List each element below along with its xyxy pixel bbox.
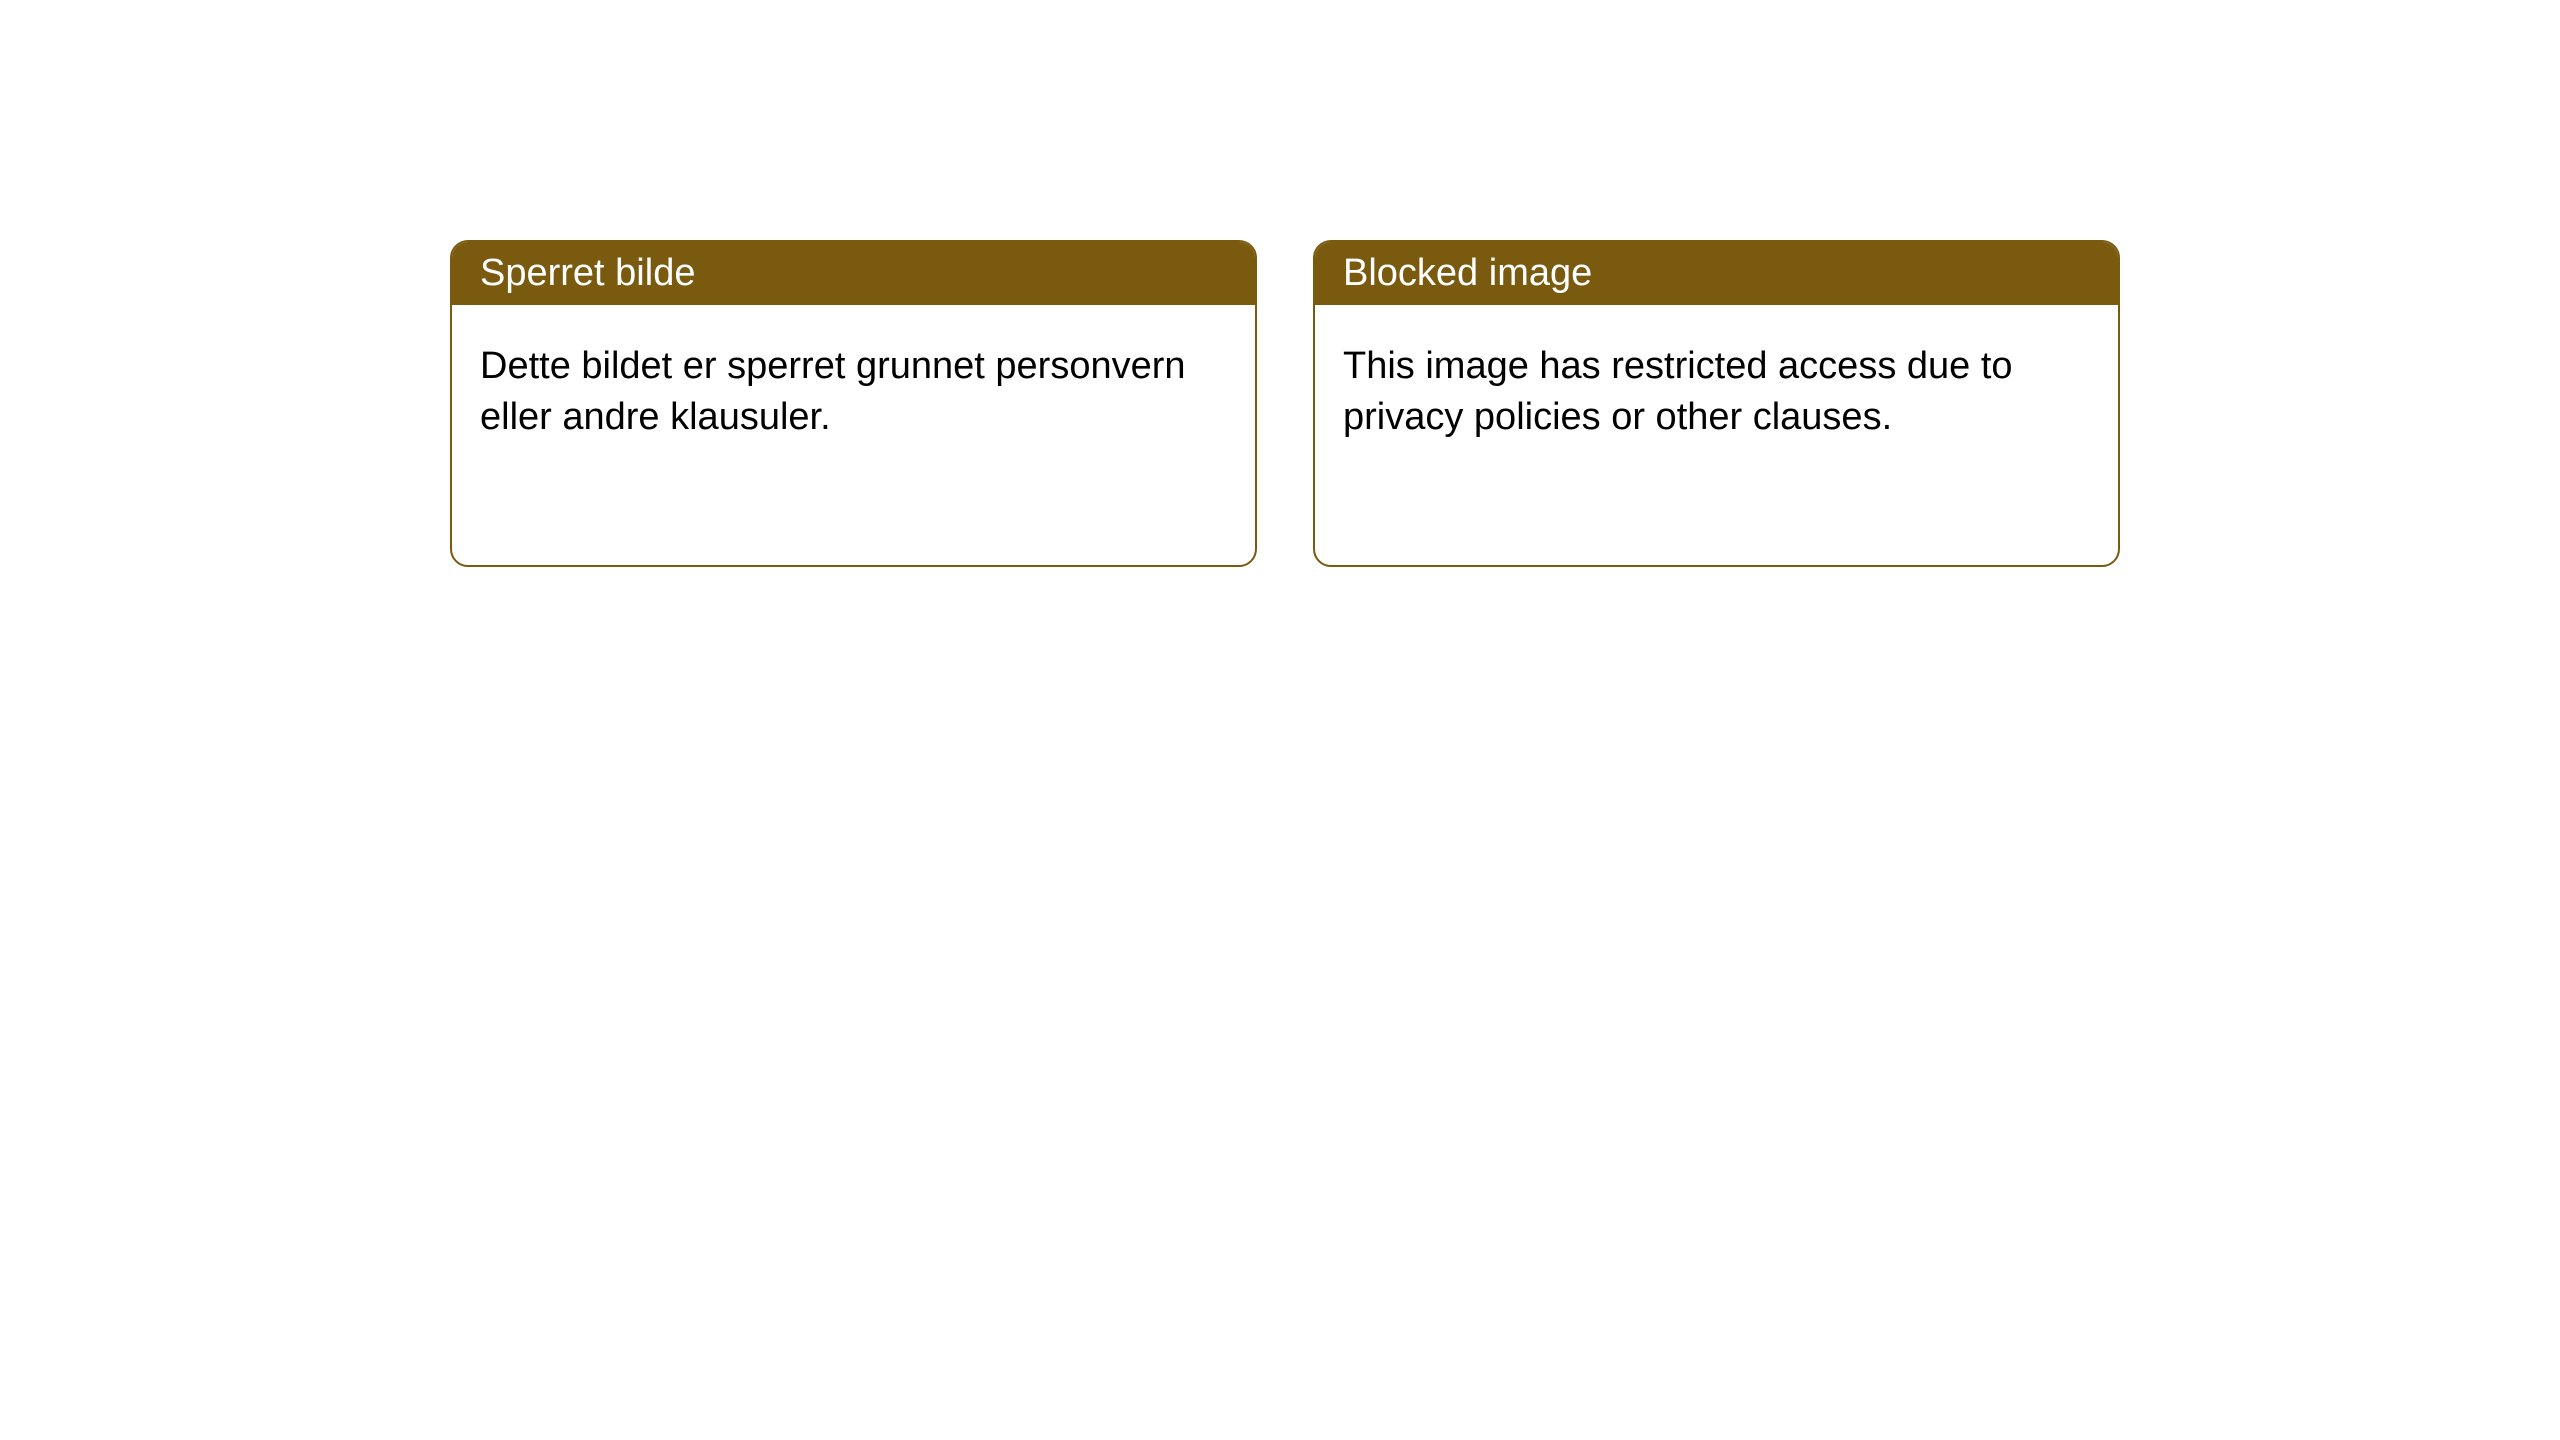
card-title: Sperret bilde — [480, 252, 695, 294]
card-body-text: Dette bildet er sperret grunnet personve… — [480, 345, 1186, 438]
card-body: This image has restricted access due to … — [1315, 305, 2118, 565]
notice-card-norwegian: Sperret bilde Dette bildet er sperret gr… — [450, 240, 1257, 567]
card-body: Dette bildet er sperret grunnet personve… — [452, 305, 1255, 565]
card-title: Blocked image — [1343, 252, 1592, 294]
notice-card-english: Blocked image This image has restricted … — [1313, 240, 2120, 567]
card-header: Sperret bilde — [452, 242, 1255, 305]
card-header: Blocked image — [1315, 242, 2118, 305]
notice-cards-container: Sperret bilde Dette bildet er sperret gr… — [450, 240, 2120, 567]
card-body-text: This image has restricted access due to … — [1343, 345, 2013, 438]
